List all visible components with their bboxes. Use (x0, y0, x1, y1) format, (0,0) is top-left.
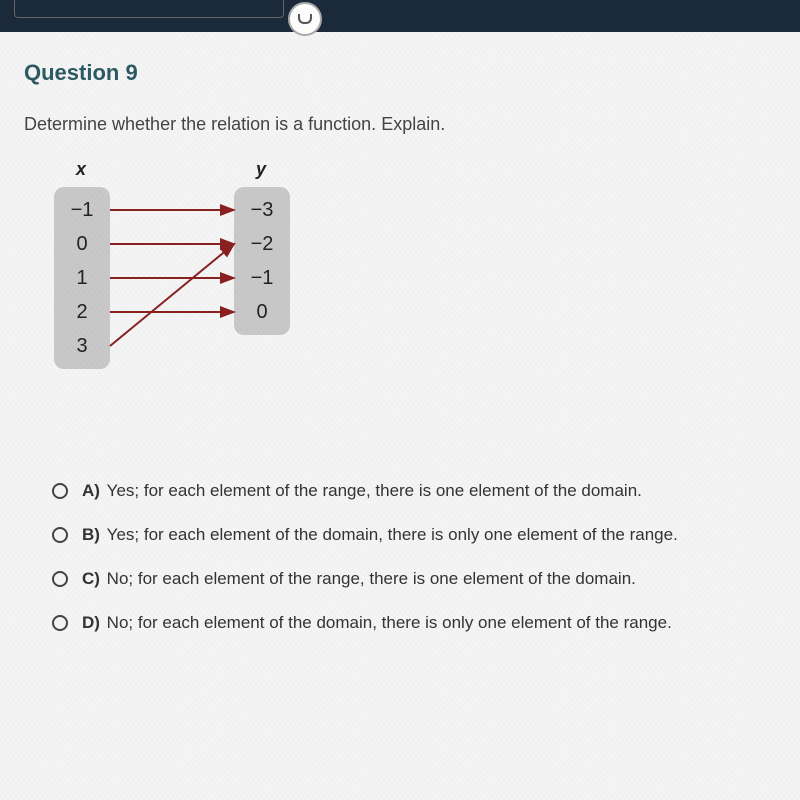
top-bar-field (14, 0, 284, 18)
answer-option[interactable]: B) Yes; for each element of the domain, … (24, 513, 776, 557)
y-value: −2 (234, 227, 290, 261)
y-value: 0 (234, 295, 290, 329)
x-column-label: x (76, 159, 86, 180)
answer-text: B) Yes; for each element of the domain, … (82, 525, 678, 545)
answer-option[interactable]: D) No; for each element of the domain, t… (24, 601, 776, 645)
tool-cursor-icon[interactable] (288, 2, 322, 36)
x-value: 3 (54, 329, 110, 363)
question-prompt: Determine whether the relation is a func… (24, 114, 776, 135)
question-content: Question 9 Determine whether the relatio… (0, 32, 800, 673)
top-bar (0, 0, 800, 32)
question-title: Question 9 (24, 60, 776, 86)
answer-text: C) No; for each element of the range, th… (82, 569, 636, 589)
radio-icon[interactable] (52, 571, 68, 587)
answer-option[interactable]: C) No; for each element of the range, th… (24, 557, 776, 601)
x-value: 2 (54, 295, 110, 329)
radio-icon[interactable] (52, 615, 68, 631)
radio-icon[interactable] (52, 527, 68, 543)
answer-text: D) No; for each element of the domain, t… (82, 613, 672, 633)
answer-text: A) Yes; for each element of the range, t… (82, 481, 642, 501)
answer-options: A) Yes; for each element of the range, t… (24, 469, 776, 645)
x-value: 0 (54, 227, 110, 261)
y-value: −3 (234, 193, 290, 227)
y-column-box: −3−2−10 (234, 187, 290, 335)
mapping-diagram: x y −10123 −3−2−10 (34, 159, 354, 409)
y-value: −1 (234, 261, 290, 295)
radio-icon[interactable] (52, 483, 68, 499)
answer-option[interactable]: A) Yes; for each element of the range, t… (24, 469, 776, 513)
x-value: 1 (54, 261, 110, 295)
x-column-box: −10123 (54, 187, 110, 369)
y-column-label: y (256, 159, 266, 180)
x-value: −1 (54, 193, 110, 227)
